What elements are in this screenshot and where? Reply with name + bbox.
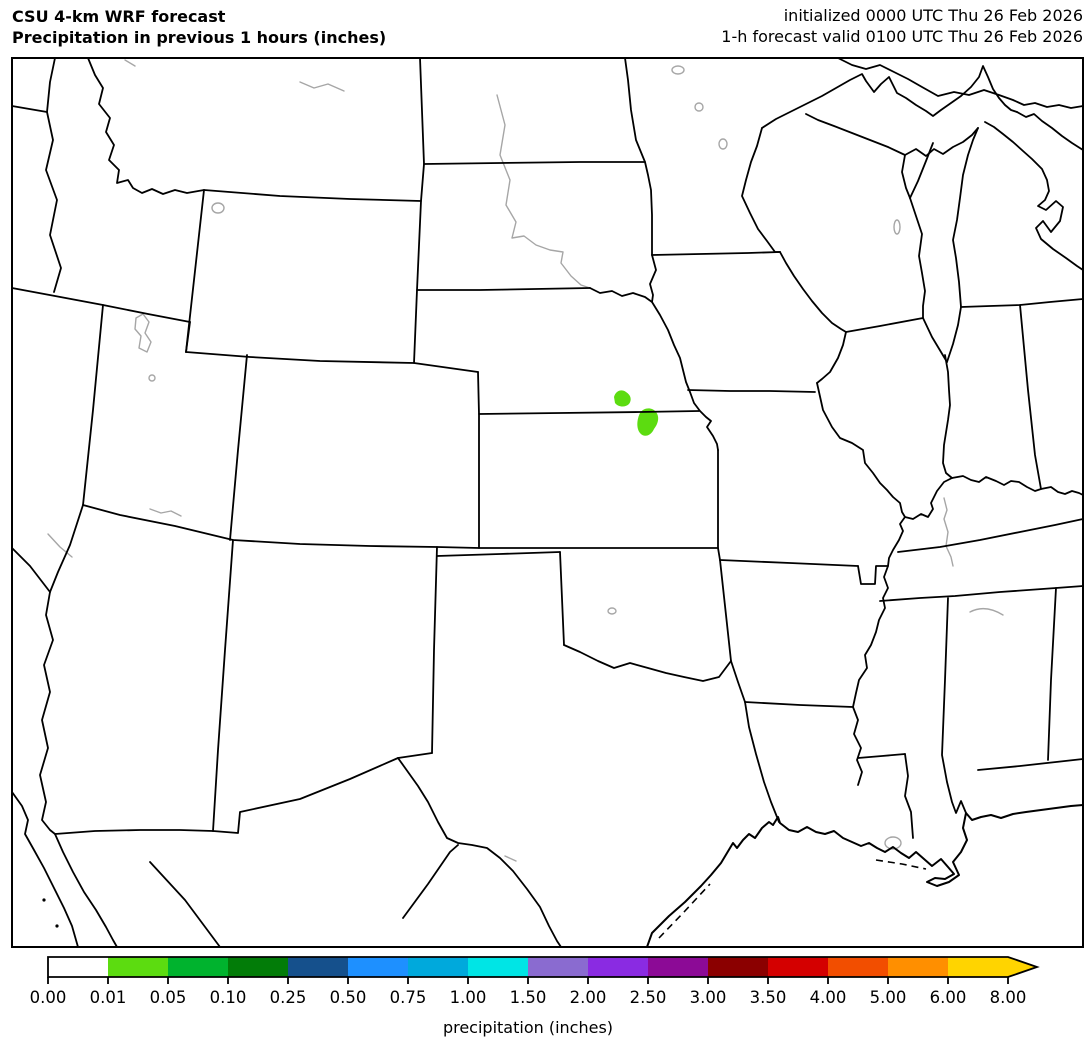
colorbar-segment: [528, 957, 588, 977]
forecast-map: [11, 57, 1084, 948]
colorbar-tick-label: 2.00: [570, 988, 607, 1007]
colorbar-label: precipitation (inches): [443, 1018, 613, 1037]
colorbar-segment: [768, 957, 828, 977]
barrier-islands: [875, 859, 927, 870]
init-time-text: initialized 0000 UTC Thu 26 Feb 2026: [784, 6, 1083, 25]
colorbar-segment: [348, 957, 408, 977]
colorbar-segment: [648, 957, 708, 977]
colorbar-tick-label: 2.50: [630, 988, 667, 1007]
colorbar-tick-label: 0.00: [30, 988, 67, 1007]
colorbar-segment: [108, 957, 168, 977]
colorbar-tick-label: 6.00: [930, 988, 967, 1007]
colorbar-segment: [888, 957, 948, 977]
colorbar-tick-label: 8.00: [990, 988, 1027, 1007]
colorbar-outline: [47, 956, 1040, 978]
colorbar-tick-label: 0.05: [150, 988, 187, 1007]
colorbar-segment: [408, 957, 468, 977]
valid-time-text: 1-h forecast valid 0100 UTC Thu 26 Feb 2…: [721, 27, 1083, 46]
precip-area: [637, 408, 659, 436]
colorbar-segment: [828, 957, 888, 977]
colorbar-tick-label: 3.50: [750, 988, 787, 1007]
colorbar-tick-label: 0.50: [330, 988, 367, 1007]
colorbar-extend-arrow: [1008, 957, 1037, 977]
colorbar-tick-label: 0.10: [210, 988, 247, 1007]
colorbar-tick-label: 3.00: [690, 988, 727, 1007]
colorbar-tick-label: 0.25: [270, 988, 307, 1007]
colorbar-segment: [468, 957, 528, 977]
colorbar-segment: [288, 957, 348, 977]
page-subtitle: Precipitation in previous 1 hours (inche…: [12, 28, 386, 47]
colorbar-tick-label: 0.75: [390, 988, 427, 1007]
colorbar-tick-label: 0.01: [90, 988, 127, 1007]
map-frame: [11, 57, 1084, 948]
state-borders-layer: [11, 57, 1084, 948]
gulf-coastline: [646, 804, 1084, 948]
barrier-islands: [658, 883, 711, 939]
precip-colorbar: 0.00 0.01 0.05 0.10 0.25 0.50 0.75 1.00 1.50 2.00…: [30, 956, 1040, 1007]
colorbar-segment: [948, 957, 1008, 977]
colorbar-segment: [168, 957, 228, 977]
colorbar-tick-label: 4.00: [810, 988, 847, 1007]
colorbar-tick-label: 5.00: [870, 988, 907, 1007]
colorbar-segment: [708, 957, 768, 977]
page-title: CSU 4-km WRF forecast: [12, 7, 226, 26]
colorbar-tick-label: 1.50: [510, 988, 547, 1007]
colorbar-segment: [228, 957, 288, 977]
colorbar-tick-label: 1.00: [450, 988, 487, 1007]
precip-areas: [614, 390, 659, 436]
colorbar-segment: [48, 957, 108, 977]
precip-area: [614, 390, 631, 407]
colorbar-segment: [588, 957, 648, 977]
